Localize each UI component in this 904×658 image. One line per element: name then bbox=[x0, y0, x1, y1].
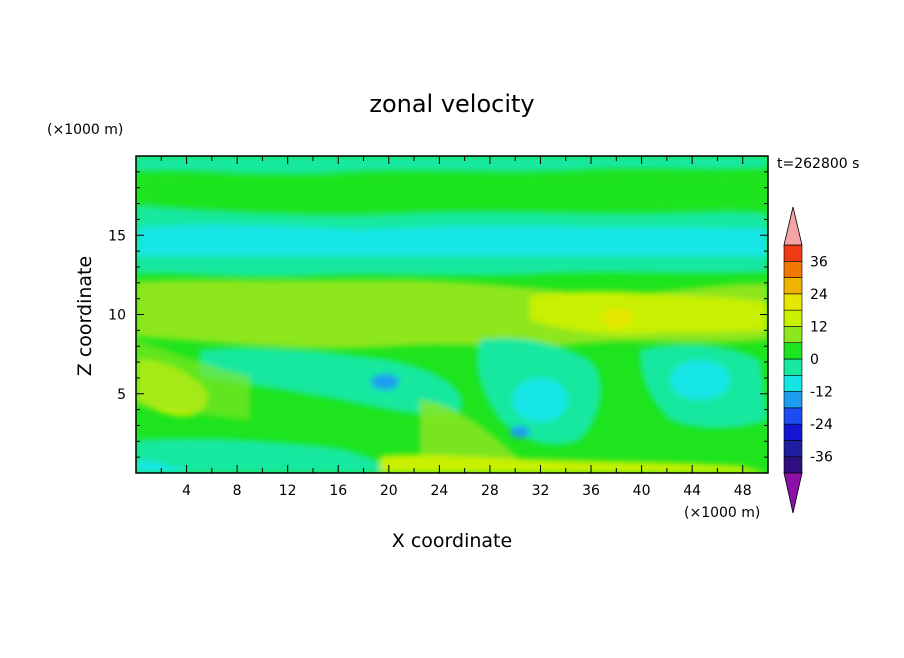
colorbar-segment bbox=[783, 440, 803, 458]
x-tick-label: 4 bbox=[182, 483, 191, 499]
colorbar-under-triangle bbox=[783, 472, 803, 514]
colorbar-segment bbox=[783, 342, 803, 360]
colorbar: 36 24 12 0 -12 -24 -36 bbox=[783, 206, 833, 514]
y-tick-label: 5 bbox=[117, 387, 126, 403]
y-axis-label: Z coordinate bbox=[74, 256, 96, 376]
colorbar-tick-label: 24 bbox=[810, 287, 828, 303]
x-tick-label: 40 bbox=[633, 483, 651, 499]
colorbar-tick-label: 12 bbox=[810, 319, 828, 335]
x-tick-label: 24 bbox=[430, 483, 448, 499]
spot-cyan-4 bbox=[510, 426, 530, 438]
x-unit-label: (×1000 m) bbox=[684, 505, 760, 521]
y-tick-label: 15 bbox=[108, 228, 126, 244]
colorbar-segment bbox=[783, 374, 803, 392]
colorbar-segment bbox=[783, 391, 803, 409]
blob-yellow bbox=[601, 308, 633, 328]
colorbar-tick-label: -12 bbox=[810, 385, 833, 401]
blob-yellow-green bbox=[530, 291, 768, 335]
patch-light-green-1 bbox=[136, 340, 250, 420]
colorbar-segment bbox=[783, 423, 803, 441]
band-cyan bbox=[136, 224, 768, 261]
x-axis-label: X coordinate bbox=[392, 530, 512, 552]
x-tick-label: 8 bbox=[233, 483, 242, 499]
band-below-cyan bbox=[136, 256, 768, 277]
y-tick-label: 10 bbox=[108, 308, 126, 324]
colorbar-tick-label: 0 bbox=[810, 352, 819, 368]
spot-cyan-3 bbox=[371, 374, 399, 390]
spot-cyan-1 bbox=[512, 378, 568, 422]
x-tick-label: 36 bbox=[582, 483, 600, 499]
patch-light-green-2 bbox=[420, 400, 520, 473]
chart-title: zonal velocity bbox=[369, 90, 534, 118]
y-unit-label: (×1000 m) bbox=[47, 122, 123, 138]
x-tick-label: 20 bbox=[380, 483, 398, 499]
spot-cyan-2 bbox=[670, 360, 730, 400]
colorbar-segment bbox=[783, 309, 803, 327]
colorbar-segment bbox=[783, 407, 803, 425]
colorbar-segment bbox=[783, 244, 803, 262]
contour-field bbox=[136, 156, 768, 473]
x-axis: 4 8 12 16 20 24 28 32 36 40 44 48 bbox=[160, 156, 752, 499]
x-tick-label: 48 bbox=[734, 483, 752, 499]
colorbar-tick-label: -36 bbox=[810, 450, 833, 466]
band-top bbox=[136, 156, 768, 174]
x-tick-label: 44 bbox=[683, 483, 701, 499]
band-upper-green bbox=[140, 172, 768, 215]
y-axis: 5 10 15 bbox=[108, 171, 768, 458]
patch-lower-left bbox=[200, 347, 462, 415]
colorbar-segment bbox=[783, 293, 803, 311]
x-tick-label: 16 bbox=[329, 483, 347, 499]
band-mid-upper bbox=[136, 205, 768, 232]
time-label: t=262800 s bbox=[777, 156, 859, 172]
colorbar-segment bbox=[783, 358, 803, 376]
colorbar-over-triangle bbox=[783, 206, 803, 246]
bottom-strip-cyan bbox=[136, 438, 390, 473]
colorbar-segment bbox=[783, 456, 803, 474]
colorbar-segment bbox=[783, 326, 803, 344]
x-tick-label: 32 bbox=[532, 483, 550, 499]
x-tick-label: 12 bbox=[279, 483, 297, 499]
bottom-strip-blue bbox=[136, 460, 190, 473]
colorbar-tick-label: 36 bbox=[810, 254, 828, 270]
bottom-strip-yellow bbox=[380, 454, 768, 473]
colorbar-tick-label: -24 bbox=[810, 417, 833, 433]
colorbar-segment bbox=[783, 260, 803, 278]
colorbar-segment bbox=[783, 277, 803, 295]
x-tick-label: 28 bbox=[481, 483, 499, 499]
